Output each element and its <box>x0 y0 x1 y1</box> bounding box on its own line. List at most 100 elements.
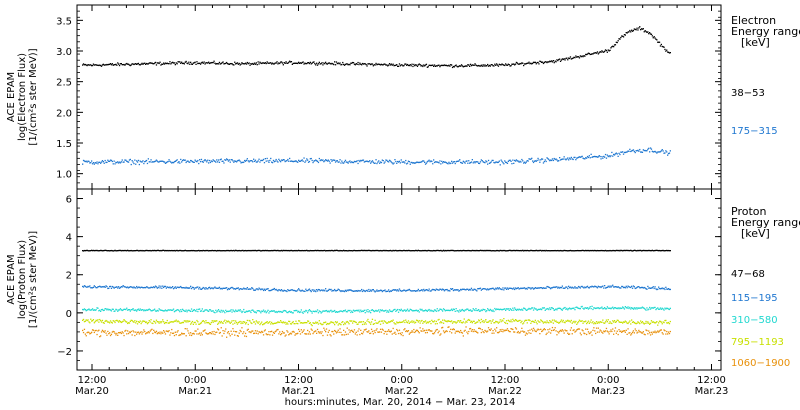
data-point <box>316 64 319 66</box>
data-point <box>483 321 485 324</box>
data-point <box>110 310 113 312</box>
data-point <box>194 330 196 332</box>
data-point <box>119 308 122 310</box>
data-point <box>568 157 571 159</box>
data-point <box>299 62 302 64</box>
data-point <box>457 160 459 162</box>
data-point <box>647 333 649 335</box>
data-point <box>442 289 445 291</box>
data-point <box>82 318 85 321</box>
data-point <box>471 310 473 312</box>
data-point <box>424 329 426 332</box>
data-point <box>322 334 324 337</box>
data-point <box>417 321 419 323</box>
data-point <box>270 323 272 325</box>
data-point <box>141 286 143 288</box>
data-point <box>287 311 289 314</box>
data-point <box>259 323 261 326</box>
data-point <box>443 290 446 292</box>
data-point <box>534 319 536 321</box>
data-point <box>589 157 591 159</box>
data-point <box>640 307 642 309</box>
data-point <box>255 312 257 314</box>
data-point <box>589 286 591 288</box>
data-point <box>480 249 482 252</box>
data-point <box>210 250 212 252</box>
data-point <box>261 250 263 252</box>
data-point <box>112 163 114 165</box>
data-point <box>311 159 313 162</box>
data-point <box>541 158 544 160</box>
data-point <box>210 62 212 64</box>
data-point <box>546 308 548 310</box>
data-point <box>568 320 571 322</box>
data-point <box>310 63 312 65</box>
data-point <box>82 309 85 311</box>
data-point <box>213 287 215 289</box>
data-point <box>170 250 172 252</box>
data-point <box>220 309 222 311</box>
data-point <box>532 321 535 323</box>
data-point <box>498 321 500 323</box>
data-point <box>467 319 469 321</box>
data-point <box>334 249 337 252</box>
data-point <box>623 249 626 252</box>
data-point <box>152 286 154 289</box>
data-point <box>462 288 464 290</box>
data-point <box>298 330 301 332</box>
data-point <box>400 308 402 310</box>
data-point <box>484 320 486 322</box>
data-point <box>621 151 623 153</box>
data-point <box>548 308 550 311</box>
data-point <box>108 160 110 162</box>
data-point <box>495 330 497 332</box>
data-point <box>343 162 345 164</box>
data-point <box>152 309 154 311</box>
data-point <box>610 155 612 157</box>
data-point <box>594 155 596 158</box>
data-point <box>512 288 514 290</box>
data-point <box>381 250 383 252</box>
data-point <box>432 288 434 291</box>
data-point <box>166 330 168 332</box>
data-point <box>325 288 327 290</box>
data-point <box>360 249 362 252</box>
data-point <box>505 250 508 252</box>
data-point <box>595 156 598 158</box>
data-point <box>456 250 458 252</box>
data-point <box>480 289 482 291</box>
data-point <box>244 288 247 290</box>
data-point <box>116 319 118 321</box>
data-point <box>624 151 626 154</box>
data-point <box>110 333 113 335</box>
data-point <box>150 286 152 288</box>
data-point <box>220 327 222 329</box>
data-point <box>379 290 381 292</box>
data-point <box>559 321 561 324</box>
data-point <box>261 310 263 312</box>
data-point <box>260 62 262 64</box>
data-point <box>520 330 522 332</box>
data-point <box>101 319 104 322</box>
data-point <box>640 250 643 252</box>
data-point <box>174 310 176 312</box>
data-point <box>231 320 233 322</box>
data-point <box>661 332 663 334</box>
data-point <box>333 159 335 161</box>
data-point <box>530 332 532 334</box>
data-point <box>393 250 395 252</box>
data-point <box>165 330 167 332</box>
data-point <box>365 328 367 330</box>
data-point <box>298 288 300 290</box>
data-point <box>187 160 189 162</box>
data-point <box>192 332 194 335</box>
data-point <box>595 52 598 54</box>
data-point <box>529 308 531 310</box>
data-point <box>319 290 321 292</box>
data-point <box>338 63 340 65</box>
data-point <box>554 327 556 329</box>
data-point <box>428 159 430 161</box>
data-point <box>397 290 400 292</box>
data-point <box>407 320 410 322</box>
data-point <box>390 63 392 65</box>
